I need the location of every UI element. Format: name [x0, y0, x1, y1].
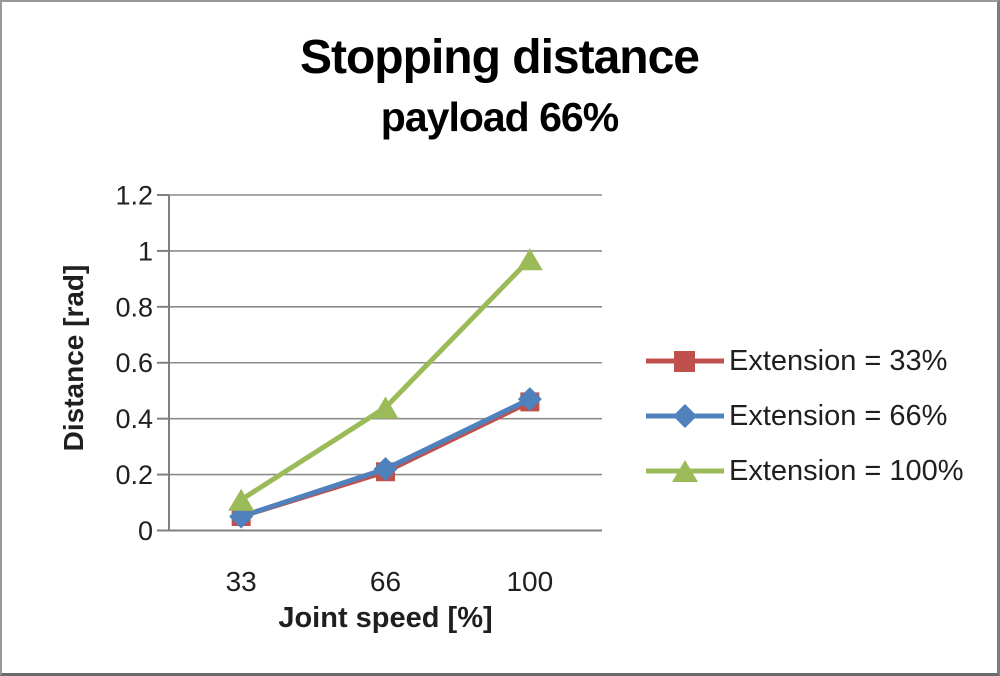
y-tick-label: 0.2	[115, 460, 153, 490]
legend-item-extension-33: Extension = 33%	[646, 338, 964, 384]
diamond-marker-icon	[373, 456, 398, 481]
y-tick-label: 0.4	[115, 404, 153, 434]
y-tick-label: 0.8	[115, 292, 153, 322]
legend-label: Extension = 100%	[729, 454, 964, 487]
chart-title: Stopping distance	[299, 31, 700, 84]
legend-swatch-diamond	[646, 404, 724, 428]
legend-label: Extension = 33%	[729, 344, 948, 377]
x-axis-title: Joint speed [%]	[278, 602, 493, 634]
legend-item-extension-100: Extension = 100%	[646, 448, 964, 494]
triangle-marker-icon	[372, 396, 399, 419]
legend: Extension = 33% Extension = 66% Extensio…	[646, 338, 964, 494]
triangle-marker-icon	[672, 460, 698, 482]
square-marker-icon	[674, 351, 695, 372]
y-tick-label: 1	[138, 236, 153, 266]
diamond-marker-icon	[517, 387, 542, 412]
legend-label: Extension = 66%	[729, 399, 948, 432]
legend-swatch-square	[646, 351, 724, 372]
x-tick-label: 33	[226, 566, 257, 597]
triangle-marker-icon	[228, 488, 255, 511]
diamond-marker-icon	[673, 404, 697, 428]
triangle-marker-icon	[516, 248, 543, 271]
x-tick-label: 66	[370, 566, 401, 597]
y-axis-title: Distance [rad]	[58, 264, 89, 452]
legend-swatch-triangle	[646, 460, 724, 482]
chart-subtitle: payload 66%	[380, 94, 619, 140]
x-tick-label: 100	[506, 566, 553, 597]
y-tick-label: 0	[138, 516, 153, 546]
legend-item-extension-66: Extension = 66%	[646, 393, 964, 439]
y-tick-label: 0.6	[115, 348, 153, 378]
y-tick-label: 1.2	[115, 180, 153, 210]
